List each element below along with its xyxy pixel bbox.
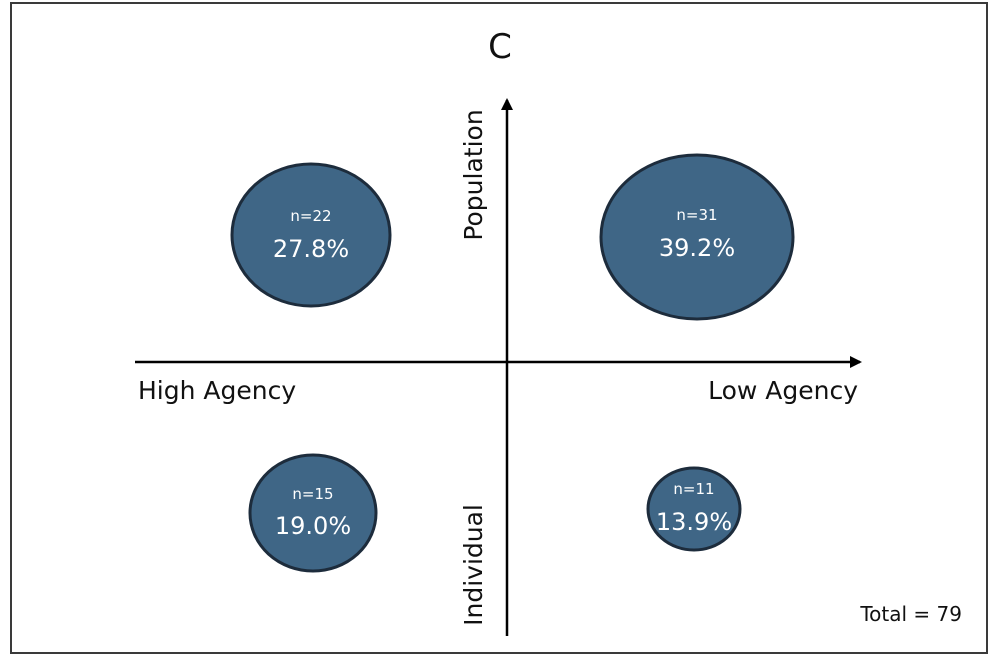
bubble-count: n=31 bbox=[676, 206, 717, 224]
axis-label-population: Population bbox=[459, 109, 488, 240]
bubble-count: n=15 bbox=[292, 485, 333, 503]
bubble-high-agency-population: n=22 27.8% bbox=[230, 162, 392, 308]
bubble-percent: 13.9% bbox=[656, 508, 732, 536]
bubble-circle bbox=[230, 162, 392, 308]
bubble-percent: 27.8% bbox=[273, 235, 349, 263]
bubble-circle bbox=[599, 153, 795, 321]
bubble-percent: 19.0% bbox=[275, 512, 351, 540]
axis-label-low-agency: Low Agency bbox=[708, 376, 858, 405]
panel-label: C bbox=[488, 27, 512, 67]
bubble-percent: 39.2% bbox=[659, 234, 735, 262]
bubble-high-agency-individual: n=15 19.0% bbox=[248, 453, 378, 573]
axis-label-high-agency: High Agency bbox=[138, 376, 296, 405]
bubble-circle bbox=[248, 453, 378, 573]
total-label: Total = 79 bbox=[859, 602, 962, 626]
bubble-count: n=22 bbox=[290, 207, 331, 225]
diagram-frame bbox=[10, 2, 988, 654]
bubble-low-agency-individual: n=11 13.9% bbox=[646, 466, 742, 552]
bubble-count: n=11 bbox=[673, 480, 714, 498]
bubble-circle bbox=[646, 466, 742, 552]
axis-label-individual: Individual bbox=[459, 504, 488, 626]
bubble-low-agency-population: n=31 39.2% bbox=[599, 153, 795, 321]
